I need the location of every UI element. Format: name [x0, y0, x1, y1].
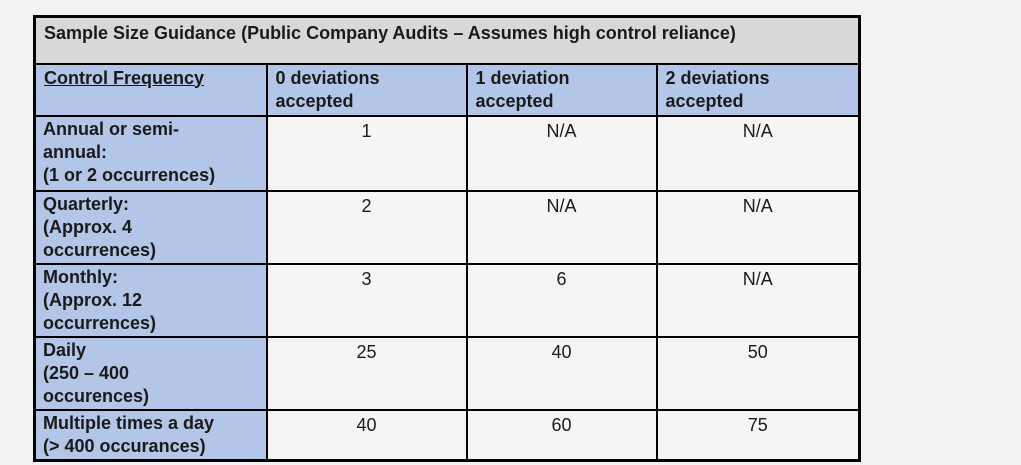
table-row-annual: Annual or semi- annual: (1 or 2 occurren… — [33, 114, 861, 192]
cell-annual-1-deviation: N/A — [465, 114, 658, 192]
row-label-annual: Annual or semi- annual: (1 or 2 occurren… — [33, 114, 268, 192]
cell-quarterly-2-deviations: N/A — [655, 189, 861, 265]
cell-quarterly-0-deviations: 2 — [265, 189, 468, 265]
cell-annual-2-deviations: N/A — [655, 114, 861, 192]
table-row-monthly: Monthly: (Approx. 12 occurrences) 3 6 N/… — [33, 262, 861, 338]
column-header-2-deviations: 2 deviations accepted — [655, 62, 861, 117]
sample-size-guidance-table: Sample Size Guidance (Public Company Aud… — [33, 15, 862, 462]
cell-annual-0-deviations: 1 — [265, 114, 468, 192]
table-row-quarterly: Quarterly: (Approx. 4 occurrences) 2 N/A… — [33, 189, 861, 265]
column-header-1-deviation: 1 deviation accepted — [465, 62, 658, 117]
row-label-multiple-times-a-day: Multiple times a day (> 400 occurances) — [33, 408, 268, 461]
column-header-control-frequency: Control Frequency — [33, 62, 268, 117]
cell-multiple-2-deviations: 75 — [655, 408, 861, 461]
cell-monthly-2-deviations: N/A — [655, 262, 861, 338]
cell-daily-0-deviations: 25 — [265, 335, 468, 411]
cell-daily-2-deviations: 50 — [655, 335, 861, 411]
table-row-daily: Daily (250 – 400 occurences) 25 40 50 — [33, 335, 861, 411]
table-row-multiple-times-a-day: Multiple times a day (> 400 occurances) … — [33, 408, 861, 461]
row-label-daily: Daily (250 – 400 occurences) — [33, 335, 268, 411]
cell-multiple-0-deviations: 40 — [265, 408, 468, 461]
header-row: Control Frequency 0 deviations accepted … — [33, 62, 861, 117]
cell-quarterly-1-deviation: N/A — [465, 189, 658, 265]
row-label-quarterly: Quarterly: (Approx. 4 occurrences) — [33, 189, 268, 265]
table-title: Sample Size Guidance (Public Company Aud… — [33, 15, 861, 65]
cell-daily-1-deviation: 40 — [465, 335, 658, 411]
column-header-0-deviations: 0 deviations accepted — [265, 62, 468, 117]
column-header-control-frequency-label: Control Frequency — [44, 67, 205, 88]
cell-monthly-0-deviations: 3 — [265, 262, 468, 338]
title-row: Sample Size Guidance (Public Company Aud… — [33, 15, 861, 65]
row-label-monthly: Monthly: (Approx. 12 occurrences) — [33, 262, 268, 338]
cell-multiple-1-deviation: 60 — [465, 408, 658, 461]
cell-monthly-1-deviation: 6 — [465, 262, 658, 338]
